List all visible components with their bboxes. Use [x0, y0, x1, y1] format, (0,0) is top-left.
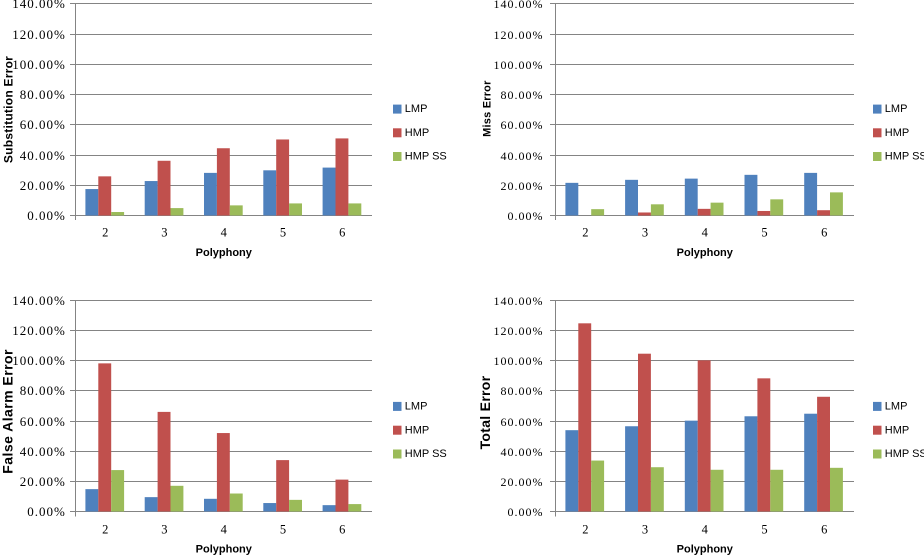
svg-text:80.00%: 80.00% [501, 88, 544, 102]
svg-text:2: 2 [102, 226, 108, 240]
svg-text:False Alarm Error: False Alarm Error [0, 349, 16, 474]
svg-text:Miss Error: Miss Error [481, 80, 493, 137]
svg-text:Polyphony: Polyphony [196, 543, 253, 555]
svg-text:100.00%: 100.00% [494, 58, 544, 72]
svg-text:120.00%: 120.00% [12, 27, 66, 42]
svg-text:5: 5 [280, 226, 286, 240]
svg-text:HMP: HMP [885, 424, 909, 436]
svg-text:20.00%: 20.00% [20, 178, 66, 193]
svg-text:40.00%: 40.00% [501, 445, 544, 459]
svg-text:LMP: LMP [405, 103, 428, 115]
svg-text:Total Error: Total Error [477, 375, 493, 449]
svg-text:HMP SS: HMP SS [885, 151, 924, 163]
svg-text:20.00%: 20.00% [501, 179, 544, 193]
svg-text:6: 6 [339, 226, 345, 240]
svg-text:80.00%: 80.00% [20, 87, 66, 102]
svg-text:0.00%: 0.00% [27, 208, 66, 223]
svg-text:100.00%: 100.00% [12, 353, 66, 368]
svg-text:40.00%: 40.00% [20, 148, 66, 163]
svg-text:HMP: HMP [885, 127, 909, 139]
svg-text:120.00%: 120.00% [12, 323, 66, 338]
svg-text:60.00%: 60.00% [20, 117, 66, 132]
svg-text:3: 3 [642, 523, 648, 537]
svg-text:60.00%: 60.00% [20, 414, 66, 429]
svg-text:HMP SS: HMP SS [885, 448, 924, 460]
svg-text:100.00%: 100.00% [12, 57, 66, 72]
svg-text:120.00%: 120.00% [494, 324, 544, 338]
svg-text:60.00%: 60.00% [501, 118, 544, 132]
svg-text:3: 3 [161, 226, 167, 240]
svg-text:6: 6 [339, 523, 345, 537]
svg-text:Polyphony: Polyphony [677, 543, 734, 555]
svg-text:3: 3 [642, 226, 648, 240]
svg-text:80.00%: 80.00% [20, 383, 66, 398]
svg-text:2: 2 [582, 226, 588, 240]
svg-text:40.00%: 40.00% [501, 149, 544, 163]
svg-text:20.00%: 20.00% [501, 475, 544, 489]
svg-text:LMP: LMP [405, 401, 428, 413]
svg-text:Substitution Error: Substitution Error [1, 56, 15, 163]
svg-text:6: 6 [821, 523, 827, 537]
svg-text:3: 3 [161, 523, 167, 537]
svg-text:4: 4 [221, 226, 228, 240]
svg-text:4: 4 [702, 226, 709, 240]
svg-text:20.00%: 20.00% [20, 474, 66, 489]
svg-text:HMP: HMP [405, 127, 429, 139]
svg-text:140.00%: 140.00% [494, 294, 544, 308]
svg-text:140.00%: 140.00% [12, 0, 66, 11]
svg-text:2: 2 [582, 523, 588, 537]
svg-text:HMP SS: HMP SS [405, 448, 447, 460]
svg-text:5: 5 [280, 523, 286, 537]
svg-text:80.00%: 80.00% [501, 384, 544, 398]
svg-text:100.00%: 100.00% [494, 354, 544, 368]
svg-text:Polyphony: Polyphony [677, 247, 734, 259]
svg-text:4: 4 [221, 523, 228, 537]
svg-text:140.00%: 140.00% [12, 293, 66, 308]
svg-text:HMP: HMP [405, 424, 429, 436]
svg-text:HMP SS: HMP SS [405, 151, 447, 163]
svg-text:0.00%: 0.00% [27, 504, 66, 519]
svg-text:LMP: LMP [885, 401, 908, 413]
svg-text:4: 4 [702, 523, 709, 537]
svg-text:0.00%: 0.00% [508, 209, 544, 223]
svg-text:120.00%: 120.00% [494, 28, 544, 42]
svg-text:5: 5 [761, 226, 767, 240]
svg-text:2: 2 [102, 523, 108, 537]
svg-text:40.00%: 40.00% [20, 444, 66, 459]
svg-text:140.00%: 140.00% [494, 0, 544, 11]
svg-text:Polyphony: Polyphony [196, 247, 253, 259]
svg-text:6: 6 [821, 226, 827, 240]
svg-text:LMP: LMP [885, 103, 908, 115]
svg-text:60.00%: 60.00% [501, 415, 544, 429]
svg-text:0.00%: 0.00% [508, 505, 544, 519]
svg-text:5: 5 [761, 523, 767, 537]
